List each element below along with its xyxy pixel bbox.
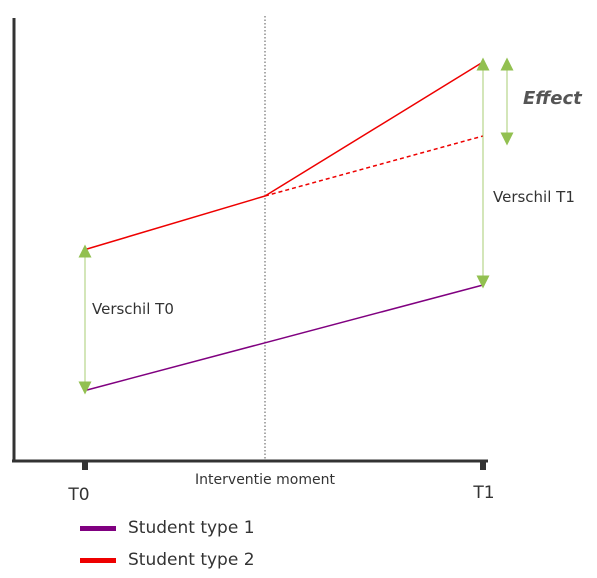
student-type-2-counterfactual-line bbox=[264, 135, 484, 197]
legend-item-student-type-1: Student type 1 bbox=[80, 512, 255, 544]
legend-label: Student type 2 bbox=[128, 550, 255, 570]
verschil-t0-label: Verschil T0 bbox=[92, 300, 174, 318]
legend: Student type 1 Student type 2 bbox=[80, 512, 255, 576]
effect-label: Effect bbox=[523, 88, 583, 109]
verschil-t1-label: Verschil T1 bbox=[493, 188, 575, 206]
t1-label: T1 bbox=[472, 483, 494, 503]
intervention-label: Interventie moment bbox=[195, 472, 335, 488]
legend-swatch-purple bbox=[80, 525, 116, 531]
student-type-1-line bbox=[86, 284, 484, 391]
t1-tick bbox=[480, 461, 486, 470]
student-type-2-line-before bbox=[86, 195, 266, 250]
legend-label: Student type 1 bbox=[128, 518, 255, 538]
student-type-2-line-after bbox=[264, 61, 484, 197]
legend-item-student-type-2: Student type 2 bbox=[80, 544, 255, 576]
legend-swatch-red bbox=[80, 557, 116, 563]
t0-label: T0 bbox=[67, 485, 89, 505]
t0-tick bbox=[82, 461, 88, 470]
